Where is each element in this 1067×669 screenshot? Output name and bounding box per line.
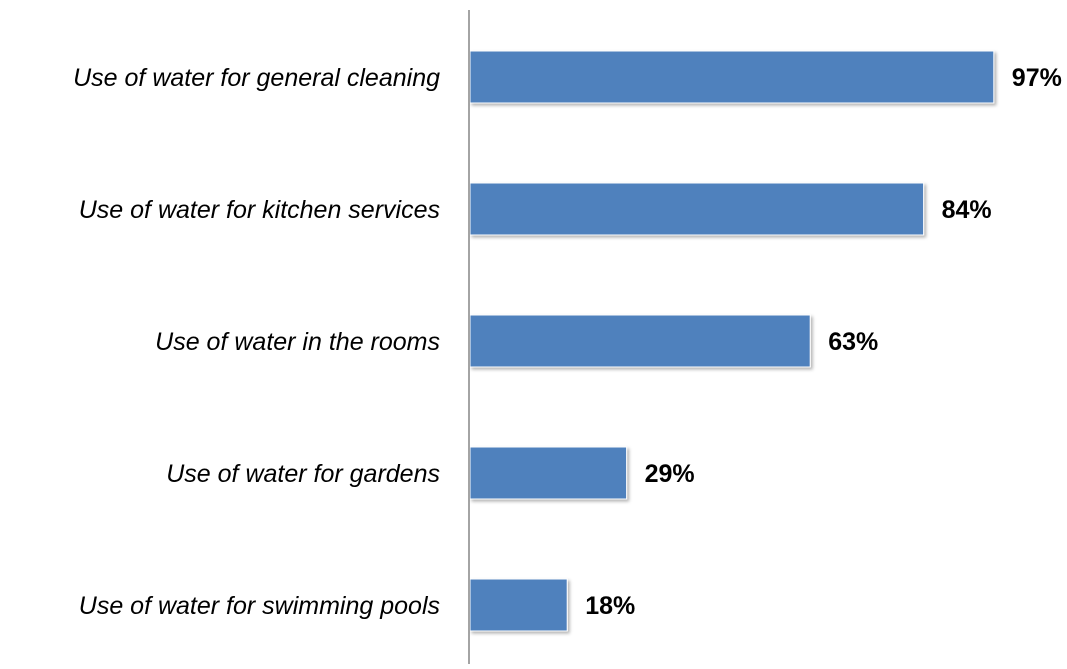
bar-2 bbox=[469, 182, 925, 236]
bar-4 bbox=[469, 446, 628, 500]
value-label-2: 84% bbox=[942, 196, 992, 224]
value-labels: 97% 84% 63% 29% 18% bbox=[585, 64, 1062, 620]
value-label-1: 97% bbox=[1012, 64, 1062, 92]
bar-1 bbox=[469, 50, 995, 104]
value-label-5: 18% bbox=[585, 592, 635, 620]
category-label-1: Use of water for general cleaning bbox=[73, 64, 440, 92]
value-label-3: 63% bbox=[828, 328, 878, 356]
bar-3 bbox=[469, 314, 811, 368]
category-labels: Use of water for general cleaning Use of … bbox=[73, 64, 440, 620]
category-label-4: Use of water for gardens bbox=[166, 460, 440, 488]
category-label-2: Use of water for kitchen services bbox=[79, 196, 440, 224]
category-label-3: Use of water in the rooms bbox=[155, 328, 440, 356]
bars-layer bbox=[469, 50, 995, 632]
category-label-5: Use of water for swimming pools bbox=[79, 592, 440, 620]
bar-5 bbox=[469, 578, 568, 632]
value-label-4: 29% bbox=[645, 460, 695, 488]
